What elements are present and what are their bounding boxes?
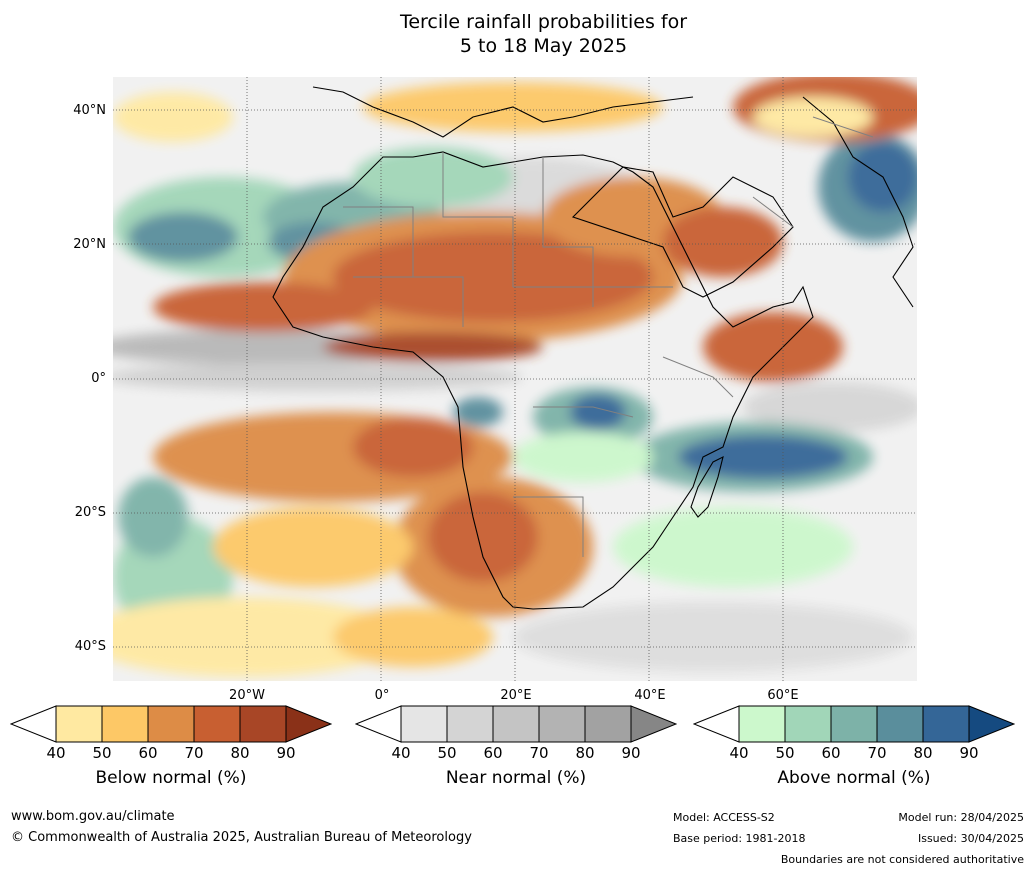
footer-copyright: © Commonwealth of Australia 2025, Austra… [11, 830, 472, 845]
below-normal-caption: Below normal (%) [95, 768, 247, 788]
above-colorbar-segment [784, 705, 832, 743]
above-colorbar-segment [830, 705, 878, 743]
near-colorbar-segment [446, 705, 494, 743]
near-colorbar-low-arrow [355, 705, 402, 743]
near-colorbar-segment [584, 705, 632, 743]
lon-label-40e: 40°E [634, 688, 666, 703]
lat-label-40s: 40°S [74, 639, 106, 654]
lat-label-20n: 20°N [73, 237, 106, 252]
rainfall-probability-map [113, 77, 917, 681]
lon-label-20w: 20°W [229, 688, 265, 703]
lon-label-20e: 20°E [500, 688, 532, 703]
above-colorbar-segment [876, 705, 924, 743]
above-colorbar-segment [922, 705, 970, 743]
above-colorbar-tick: 70 [867, 744, 887, 762]
footer-model: Model: ACCESS-S2 [673, 811, 775, 824]
near-normal-caption: Near normal (%) [445, 768, 587, 788]
near-colorbar-tick: 90 [621, 744, 641, 762]
above-colorbar-tick: 40 [729, 744, 749, 762]
map-title: Tercile rainfall probabilities for 5 to … [0, 10, 1035, 58]
below-colorbar-tick: 80 [230, 744, 250, 762]
footer-url: www.bom.gov.au/climate [11, 809, 175, 824]
below-colorbar-tick: 40 [46, 744, 66, 762]
below-normal-colorbar [10, 705, 332, 743]
near-colorbar-tick: 70 [529, 744, 549, 762]
below-colorbar-high-arrow [285, 705, 332, 743]
below-colorbar-segment [147, 705, 195, 743]
below-colorbar-segment [239, 705, 287, 743]
lon-label-60e: 60°E [767, 688, 799, 703]
footer-issued: Issued: 30/04/2025 [917, 832, 1024, 845]
near-colorbar-tick: 80 [575, 744, 595, 762]
below-colorbar-tick: 70 [184, 744, 204, 762]
country-borders [343, 116, 874, 557]
below-colorbar-tick: 60 [138, 744, 158, 762]
near-colorbar-tick: 50 [437, 744, 457, 762]
above-colorbar-segment [738, 705, 786, 743]
above-colorbar-tick: 50 [775, 744, 795, 762]
below-colorbar-tick: 50 [92, 744, 112, 762]
lat-label-40n: 40°N [73, 103, 106, 118]
above-colorbar-tick: 90 [959, 744, 979, 762]
footer-base-period: Base period: 1981-2018 [673, 832, 806, 845]
graticule [113, 77, 917, 681]
lat-label-20s: 20°S [74, 505, 106, 520]
footer-disclaimer: Boundaries are not considered authoritat… [780, 853, 1024, 866]
lat-label-0: 0° [91, 371, 106, 386]
above-colorbar-tick: 60 [821, 744, 841, 762]
near-colorbar-segment [492, 705, 540, 743]
above-normal-caption: Above normal (%) [777, 768, 931, 788]
title-line-2: 5 to 18 May 2025 [459, 35, 628, 57]
near-colorbar-high-arrow [630, 705, 677, 743]
near-normal-colorbar [355, 705, 677, 743]
above-colorbar-low-arrow [693, 705, 740, 743]
lon-label-0: 0° [374, 688, 390, 703]
map-canvas [113, 77, 917, 681]
below-colorbar-segment [55, 705, 103, 743]
above-colorbar-high-arrow [968, 705, 1015, 743]
above-colorbar-tick: 80 [913, 744, 933, 762]
above-normal-colorbar [693, 705, 1015, 743]
title-line-1: Tercile rainfall probabilities for [399, 11, 688, 33]
footer-model-run: Model run: 28/04/2025 [898, 811, 1024, 824]
near-colorbar-segment [538, 705, 586, 743]
below-colorbar-segment [193, 705, 241, 743]
below-colorbar-tick: 90 [276, 744, 296, 762]
below-colorbar-low-arrow [10, 705, 57, 743]
near-colorbar-tick: 40 [391, 744, 411, 762]
below-colorbar-segment [101, 705, 149, 743]
near-colorbar-tick: 60 [483, 744, 503, 762]
near-colorbar-segment [400, 705, 448, 743]
